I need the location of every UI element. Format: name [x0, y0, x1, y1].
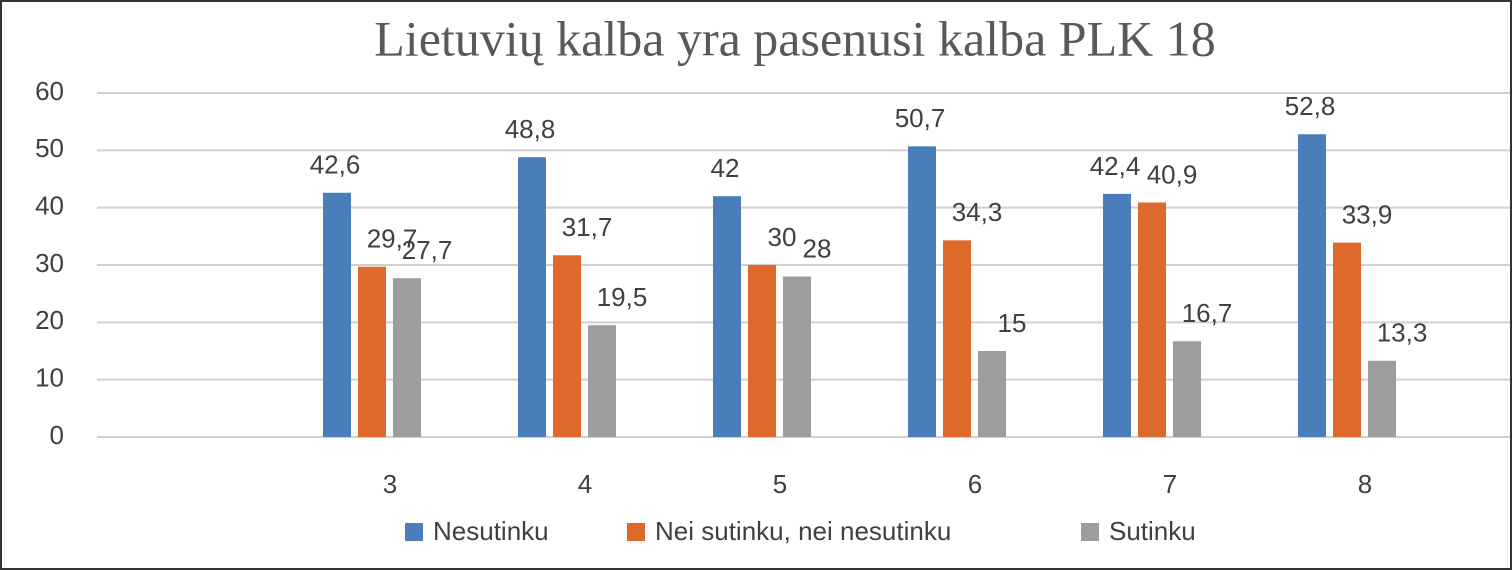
bar: [748, 265, 776, 437]
bar: [323, 192, 351, 437]
data-label: 15: [998, 308, 1027, 338]
data-label: 19,5: [597, 282, 648, 312]
data-label: 42,6: [310, 150, 361, 180]
legend-swatch: [627, 523, 645, 541]
bar: [1368, 360, 1396, 437]
bar: [1138, 202, 1166, 437]
data-label: 29,7: [367, 224, 418, 254]
bar: [358, 266, 386, 437]
bar: [713, 196, 741, 437]
x-tick-label: 6: [968, 469, 982, 499]
data-label: 33,9: [1342, 200, 1393, 230]
legend-swatch: [1081, 523, 1099, 541]
x-tick-label: 5: [773, 469, 787, 499]
legend-label: Nei sutinku, nei nesutinku: [655, 516, 951, 546]
bar: [943, 240, 971, 437]
legend-swatch: [405, 523, 423, 541]
y-tick-label: 20: [35, 305, 64, 335]
data-label: 31,7: [562, 212, 613, 242]
bar: [1333, 242, 1361, 437]
x-tick-label: 3: [383, 469, 397, 499]
bar: [518, 157, 546, 438]
bar: [783, 276, 811, 437]
bar: [1173, 341, 1201, 437]
data-label: 27,7: [402, 235, 453, 265]
x-tick-label: 7: [1163, 469, 1177, 499]
y-tick-label: 50: [35, 133, 64, 163]
legend-label: Sutinku: [1109, 516, 1196, 546]
bar: [1298, 134, 1326, 437]
bar: [978, 351, 1006, 437]
data-label: 52,8: [1285, 91, 1336, 121]
x-tick-label: 4: [578, 469, 592, 499]
data-label: 13,3: [1377, 318, 1428, 348]
y-tick-label: 40: [35, 191, 64, 221]
legend-label: Nesutinku: [433, 516, 549, 546]
y-tick-label: 60: [35, 76, 64, 106]
data-label: 34,3: [952, 197, 1003, 227]
x-tick-label: 8: [1358, 469, 1372, 499]
y-tick-label: 30: [35, 248, 64, 278]
bar: [1103, 193, 1131, 437]
data-label: 30: [768, 222, 797, 252]
bar: [908, 146, 936, 437]
data-label: 16,7: [1182, 298, 1233, 328]
data-label: 42,4: [1090, 151, 1141, 181]
y-tick-label: 10: [35, 363, 64, 393]
bar: [553, 255, 581, 437]
data-label: 48,8: [505, 114, 556, 144]
chart-title: Lietuvių kalba yra pasenusi kalba PLK 18: [374, 10, 1215, 66]
data-label: 42: [711, 153, 740, 183]
data-label: 50,7: [895, 103, 946, 133]
data-label: 28: [803, 233, 832, 263]
bar: [393, 278, 421, 437]
data-label: 40,9: [1147, 159, 1198, 189]
y-tick-label: 0: [50, 420, 64, 450]
bar: [588, 325, 616, 437]
